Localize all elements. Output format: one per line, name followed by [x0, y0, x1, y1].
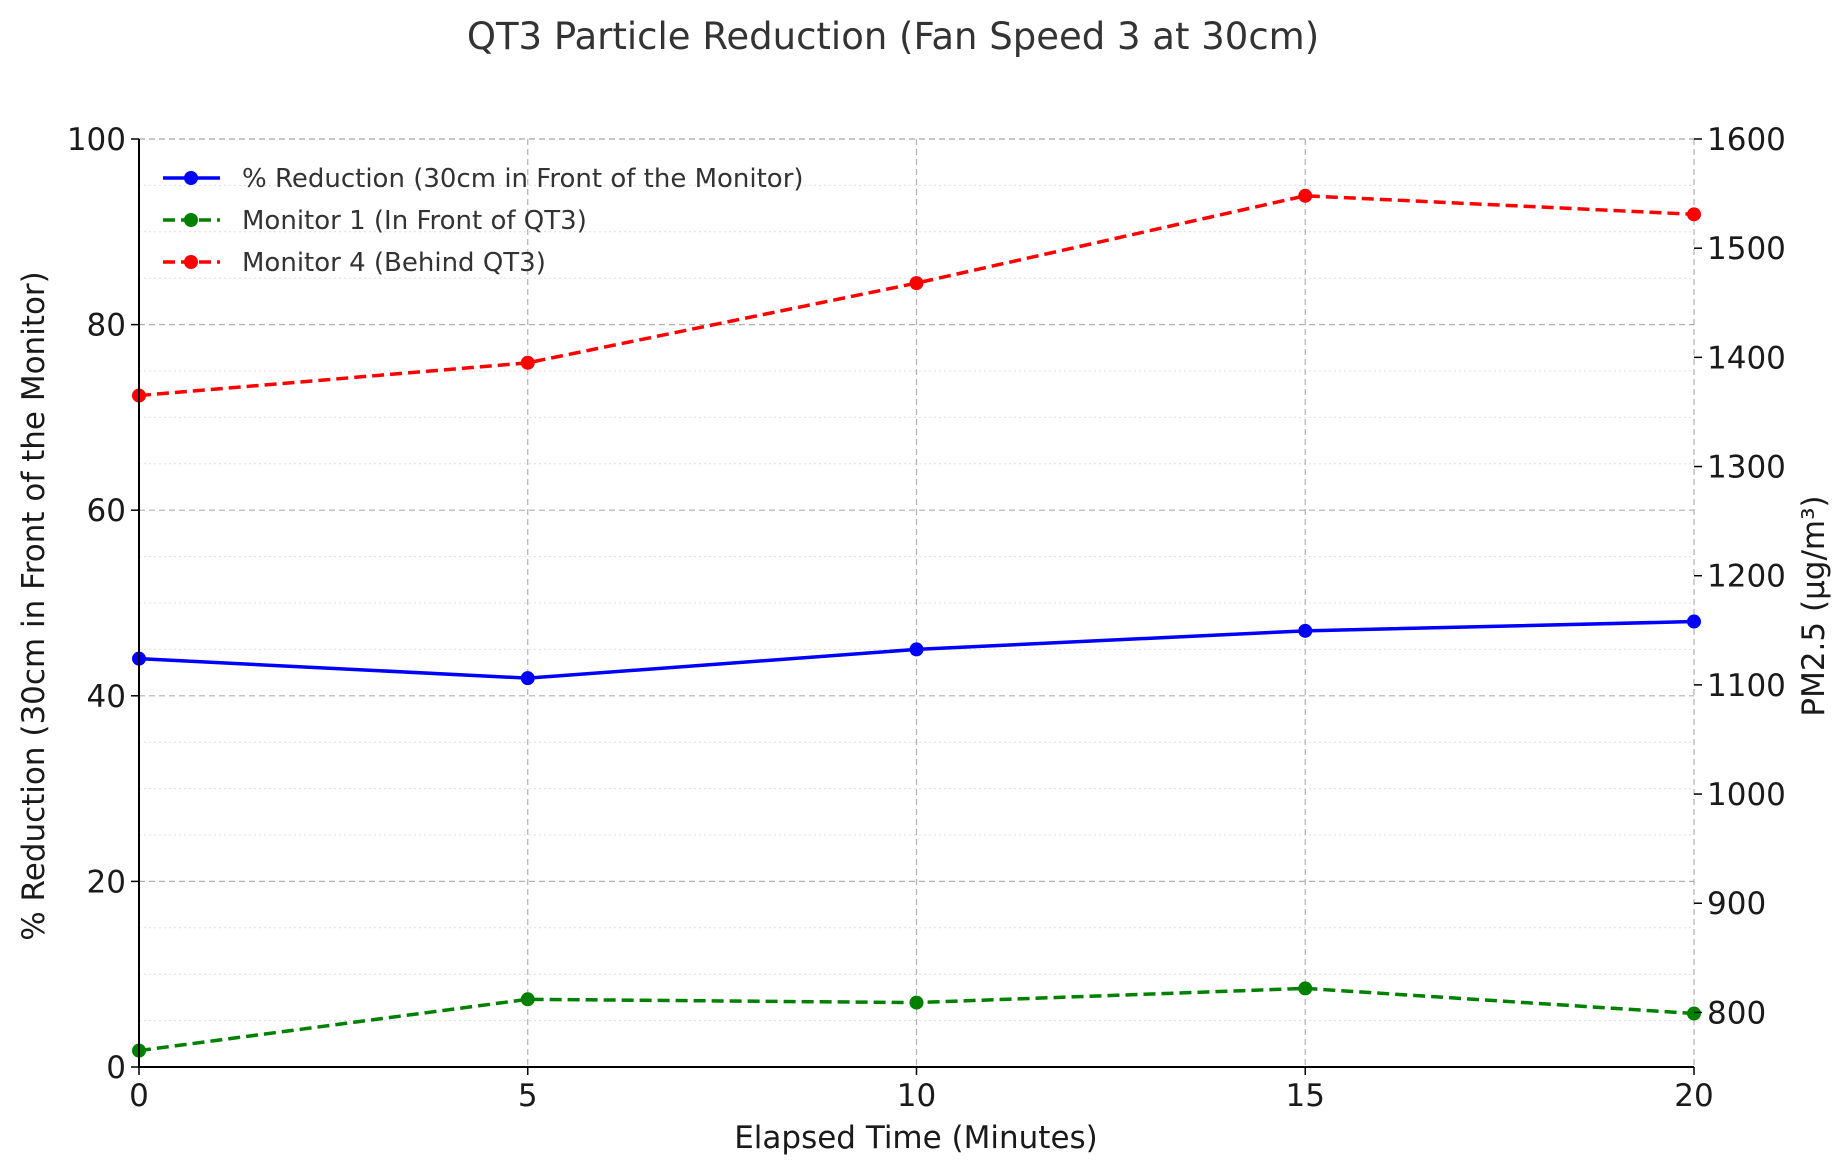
y-tick-label-right: 800: [1707, 995, 1766, 1031]
chart-title: QT3 Particle Reduction (Fan Speed 3 at 3…: [467, 15, 1319, 58]
y-tick-label-left: 100: [67, 122, 126, 158]
y-tick-label-left: 60: [87, 493, 126, 529]
data-point: [909, 276, 924, 291]
data-point: [520, 671, 535, 686]
y-tick-label-left: 80: [87, 308, 126, 344]
y-tick-label-right: 1500: [1707, 231, 1786, 267]
legend: % Reduction (30cm in Front of the Monito…: [163, 164, 804, 278]
x-axis-label: Elapsed Time (Minutes): [734, 1120, 1098, 1156]
legend-marker: [184, 255, 198, 269]
axes: [131, 138, 1702, 1075]
data-point: [909, 995, 924, 1010]
x-tick-label: 20: [1674, 1078, 1713, 1114]
y-axis-label-left: % Reduction (30cm in Front of the Monito…: [16, 271, 52, 941]
y-tick-label-right: 1400: [1707, 340, 1786, 376]
data-point: [1298, 981, 1313, 996]
y-tick-label-right: 1200: [1707, 559, 1786, 595]
data-point: [1687, 1006, 1701, 1021]
series-line: [138, 194, 1695, 398]
data-point: [909, 642, 924, 657]
x-tick-label: 15: [1286, 1078, 1325, 1114]
legend-label: Monitor 4 (Behind QT3): [242, 248, 546, 278]
y-tick-label-right: 1300: [1707, 450, 1786, 486]
data-point: [1298, 623, 1313, 638]
y-tick-label-right: 1000: [1707, 777, 1786, 813]
tick-labels: 0 5 10 15 20 0 20 40 60 80 100 800 900 1000 1100 1200 13…: [67, 122, 1786, 1114]
y-tick-label-left: 20: [87, 864, 126, 900]
data-point: [1298, 188, 1313, 203]
data-point: [520, 355, 535, 370]
legend-marker: [184, 171, 198, 185]
legend-label: Monitor 1 (In Front of QT3): [242, 206, 587, 236]
y-tick-label-right: 1100: [1707, 668, 1786, 704]
x-tick-label: 5: [518, 1078, 538, 1114]
legend-label: % Reduction (30cm in Front of the Monito…: [242, 164, 804, 194]
y-axis-label-right: PM2.5 (µg/m³): [1796, 495, 1832, 716]
y-tick-label-left: 0: [106, 1050, 126, 1086]
y-tick-label-right: 1600: [1707, 122, 1786, 158]
y-tick-label-right: 900: [1707, 886, 1766, 922]
data-point: [520, 992, 535, 1007]
data-point: [1687, 207, 1701, 222]
data-point: [1687, 614, 1701, 629]
x-tick-label: 0: [129, 1078, 149, 1114]
series-layer: [132, 188, 1701, 1058]
x-tick-label: 10: [897, 1078, 936, 1114]
y-tick-label-left: 40: [87, 679, 126, 715]
legend-marker: [184, 213, 198, 227]
grid: [139, 138, 1695, 1067]
